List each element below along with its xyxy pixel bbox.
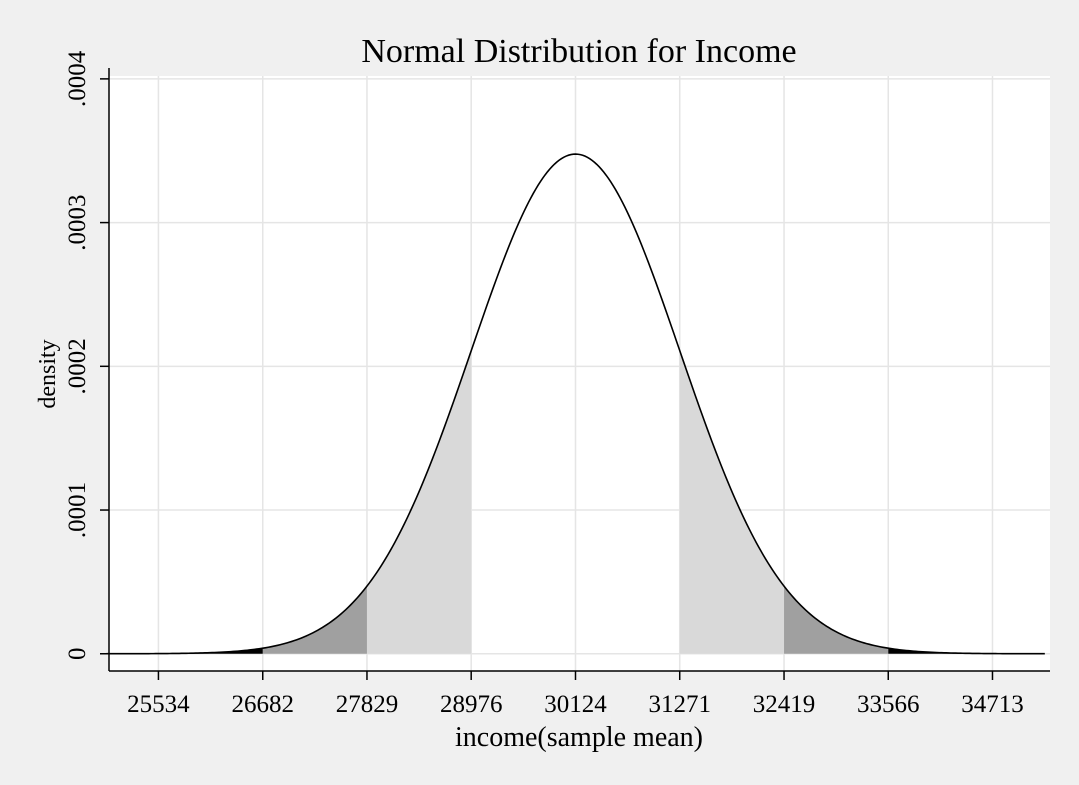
chart-title: Normal Distribution for Income [361,33,796,70]
x-tick-label-4: 30124 [544,691,607,718]
plot-area [109,76,1050,671]
y-axis-ticks: 0 .0001 .0002 .0003 .0004 [64,50,109,660]
x-tick-label-3: 28976 [440,691,503,718]
x-tick-label-1: 26682 [231,691,294,718]
x-tick-label-0: 25534 [127,691,190,718]
x-tick-label-6: 32419 [753,691,816,718]
y-tick-label-3: .0003 [64,194,91,250]
y-tick-label-4: .0004 [64,50,91,107]
y-tick-label-0: 0 [64,648,91,661]
x-tick-label-7: 33566 [857,691,920,718]
y-tick-label-2: .0002 [64,338,91,394]
x-tick-label-5: 31271 [648,691,711,718]
axes [108,68,1050,672]
x-axis-label: income(sample mean) [455,722,703,753]
shaded-region-0 [262,586,367,654]
x-axis-ticks: 25534 26682 27829 28976 30124 31271 32419 33566… [127,671,1024,718]
density-curve [106,153,1045,655]
x-tick-label-2: 27829 [336,691,399,718]
shaded-region-3 [784,586,889,654]
y-axis-label: density [35,339,61,408]
x-tick-label-8: 34713 [961,691,1024,718]
y-tick-label-1: .0001 [64,482,91,538]
